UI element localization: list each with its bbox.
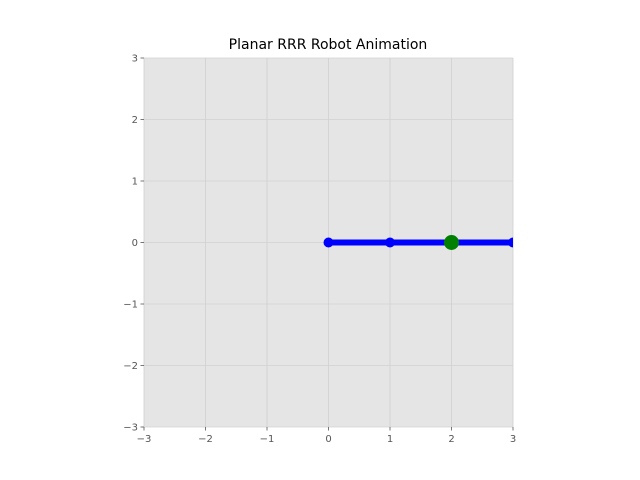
y-tick-label: −2	[123, 361, 138, 372]
robot-joint-point	[385, 237, 395, 248]
x-tick-label: −3	[137, 434, 152, 445]
y-tick-label: 1	[132, 177, 138, 188]
x-tick-label: −1	[260, 434, 275, 445]
robot-arm	[323, 235, 513, 250]
y-tick-label: 0	[132, 238, 138, 249]
highlight-joint-point	[444, 235, 459, 250]
robot-joint-point	[323, 237, 334, 248]
x-tick-label: −2	[198, 434, 213, 445]
y-tick-label: −3	[123, 423, 138, 434]
y-tick-label: −1	[123, 300, 138, 311]
y-tick-label: 3	[132, 54, 138, 65]
axis-ticks: −3 −2 −1 0 1 2 3 −3 −2 −1 0 1 2 3	[123, 54, 516, 446]
x-tick-label: 3	[510, 434, 516, 445]
robot-joint-point	[508, 237, 513, 248]
x-tick-label: 1	[387, 434, 393, 445]
chart-title: Planar RRR Robot Animation	[229, 37, 428, 53]
y-tick-label: 2	[132, 115, 138, 126]
x-tick-label: 0	[325, 434, 331, 445]
x-tick-label: 2	[448, 434, 454, 445]
robot-arm-group	[323, 235, 513, 250]
